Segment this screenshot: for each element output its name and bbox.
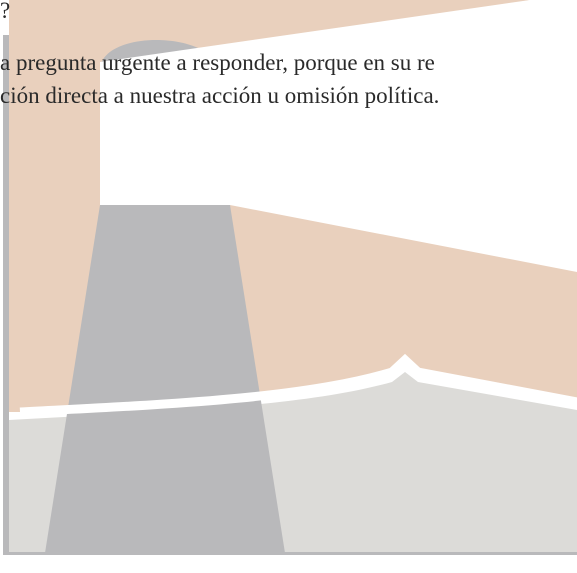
paragraph-line: ción directa a nuestra acción u omisión …	[0, 83, 439, 108]
page: ? a pregunta urgente a responder, porque…	[0, 0, 577, 573]
bottom-border	[3, 552, 577, 555]
heading-fragment: ?	[0, 0, 10, 23]
page-canvas: ? a pregunta urgente a responder, porque…	[0, 0, 577, 573]
paragraph-line: a pregunta urgente a responder, porque e…	[0, 50, 435, 75]
left-border	[3, 35, 9, 555]
